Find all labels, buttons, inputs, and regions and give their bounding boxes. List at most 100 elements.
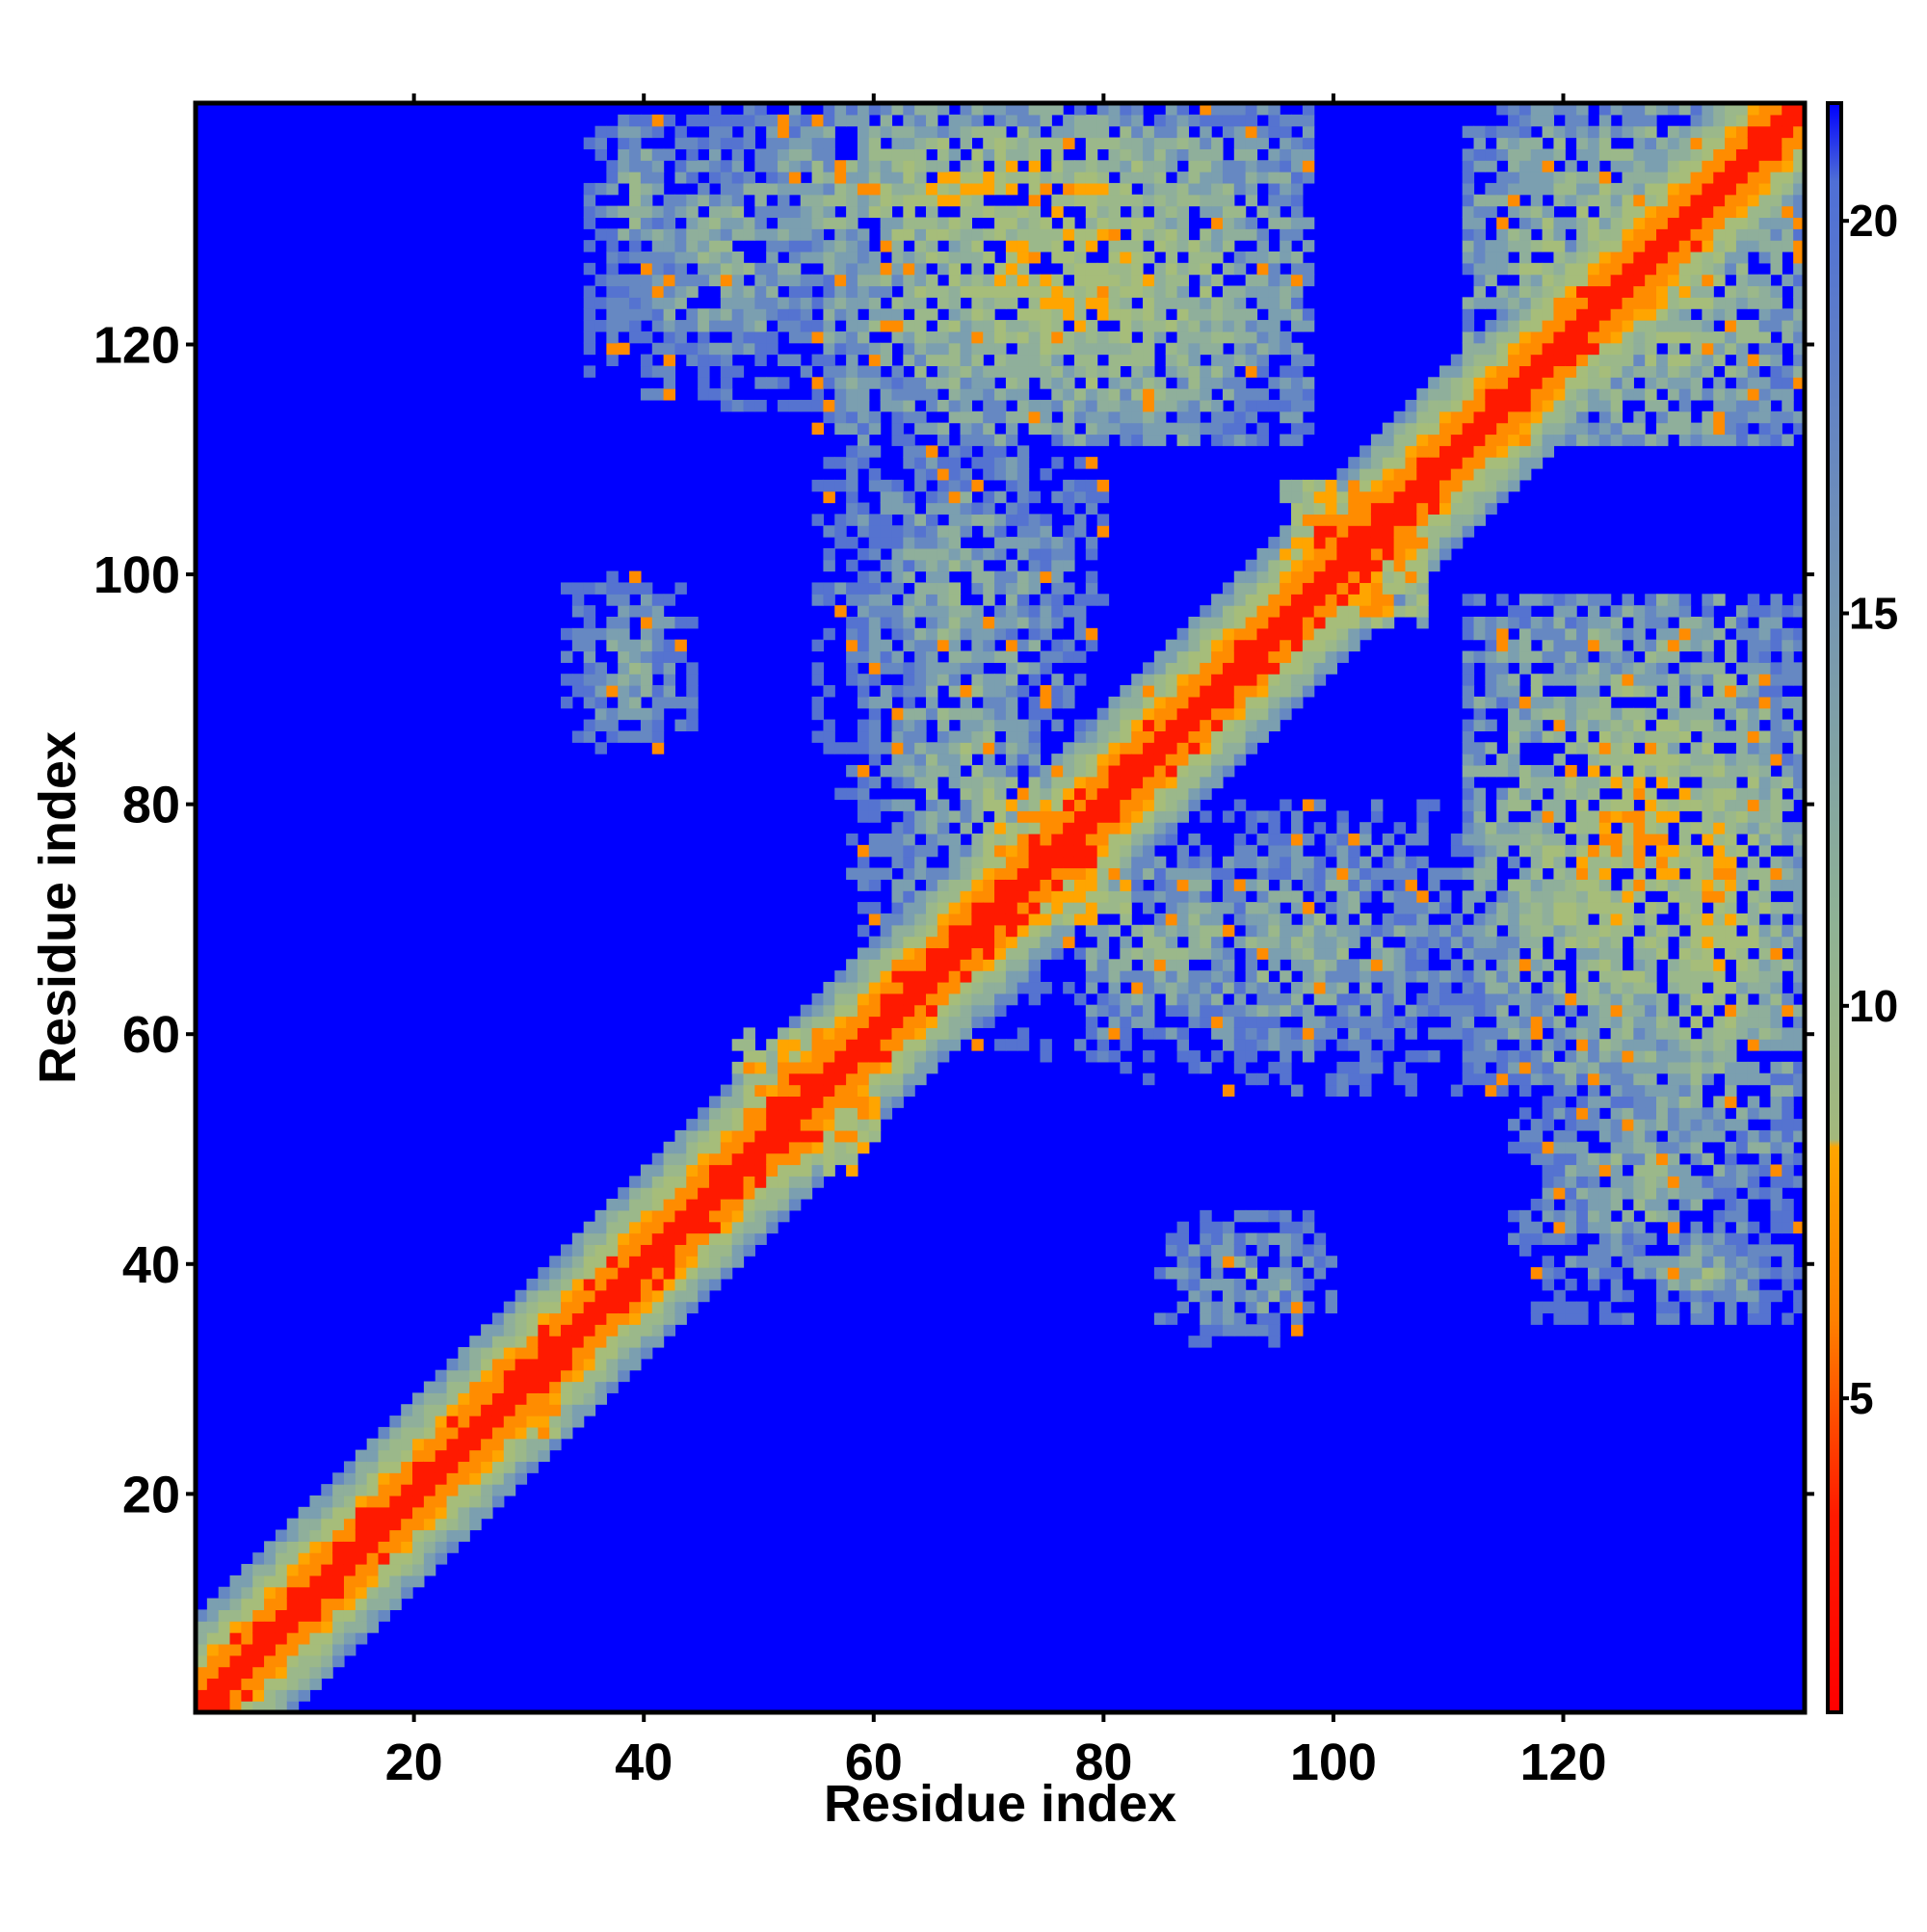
heatmap-cell — [686, 1187, 699, 1200]
heatmap-cell — [1462, 125, 1475, 139]
heatmap-cell — [1143, 867, 1155, 880]
heatmap-cell — [971, 331, 984, 344]
heatmap-cell — [823, 525, 835, 538]
heatmap-cell — [1085, 582, 1098, 595]
heatmap-cell — [1268, 1004, 1280, 1018]
heatmap-cell — [1153, 787, 1167, 801]
heatmap-cell — [1200, 970, 1212, 983]
heatmap-cell — [1085, 342, 1098, 356]
heatmap-cell — [1473, 799, 1486, 811]
heatmap-cell — [606, 1336, 619, 1348]
heatmap-cell — [743, 342, 755, 356]
heatmap-cell — [1176, 856, 1190, 869]
heatmap-cell — [926, 1004, 938, 1018]
heatmap-cell — [1096, 490, 1110, 504]
heatmap-cell — [1462, 172, 1475, 184]
heatmap-cell — [766, 331, 779, 344]
heatmap-cell — [1485, 262, 1497, 276]
heatmap-cell — [926, 103, 938, 116]
heatmap-cell — [743, 285, 755, 298]
heatmap-cell — [880, 764, 893, 778]
heatmap-cell — [1268, 867, 1280, 880]
heatmap-cell — [868, 992, 882, 1006]
heatmap-cell — [1143, 125, 1155, 139]
heatmap-cell — [891, 707, 904, 721]
heatmap-cell — [1200, 137, 1212, 149]
heatmap-cell — [1016, 514, 1030, 526]
heatmap-cell — [1073, 251, 1087, 264]
heatmap-cell — [800, 1039, 813, 1051]
heatmap-cell — [1245, 172, 1258, 184]
heatmap-cell — [481, 1438, 493, 1451]
heatmap-cell — [1462, 365, 1475, 378]
heatmap-cell — [731, 297, 745, 309]
heatmap-cell — [640, 627, 653, 641]
heatmap-cell — [1085, 240, 1098, 252]
heatmap-cell — [1040, 285, 1052, 298]
heatmap-cell — [1416, 970, 1429, 983]
heatmap-cell — [1211, 194, 1224, 207]
heatmap-cell — [1063, 844, 1075, 858]
heatmap-cell — [1393, 514, 1407, 526]
heatmap-cell — [389, 1416, 402, 1428]
heatmap-cell — [1405, 570, 1417, 584]
heatmap-cell — [1370, 547, 1384, 561]
heatmap-cell — [286, 1552, 300, 1565]
heatmap-cell — [1428, 981, 1440, 994]
heatmap-cell — [1131, 114, 1144, 127]
heatmap-cell — [571, 1289, 585, 1303]
heatmap-cell — [1051, 890, 1064, 903]
heatmap-cell — [1256, 1278, 1269, 1291]
heatmap-cell — [1200, 754, 1212, 766]
heatmap-cell — [218, 1654, 231, 1668]
heatmap-cell — [1188, 970, 1201, 983]
heatmap-cell — [891, 547, 904, 561]
heatmap-cell — [948, 1004, 962, 1018]
heatmap-cell — [743, 114, 755, 127]
heatmap-cell — [778, 354, 790, 367]
heatmap-cell — [1485, 1050, 1497, 1063]
heatmap-cell — [1188, 707, 1201, 721]
heatmap-cell — [629, 172, 642, 184]
heatmap-cell — [868, 308, 882, 321]
heatmap-cell — [766, 125, 779, 139]
heatmap-cell — [1256, 810, 1269, 823]
heatmap-cell — [309, 1643, 322, 1656]
heatmap-cell — [1200, 787, 1212, 801]
heatmap-cell — [1245, 605, 1258, 618]
heatmap-cell — [754, 1164, 767, 1177]
heatmap-cell — [1348, 457, 1360, 469]
heatmap-cell — [1040, 696, 1052, 709]
heatmap-cell — [1280, 1232, 1292, 1245]
heatmap-cell — [766, 240, 779, 252]
heatmap-cell — [481, 1461, 493, 1473]
heatmap-cell — [1336, 902, 1349, 914]
heatmap-cell — [834, 103, 847, 116]
heatmap-cell — [275, 1575, 288, 1588]
heatmap-cell — [686, 674, 699, 686]
heatmap-cell — [1040, 525, 1052, 538]
heatmap-cell — [983, 148, 995, 161]
heatmap-cell — [1280, 685, 1292, 698]
heatmap-cell — [857, 377, 870, 389]
heatmap-cell — [1405, 422, 1417, 436]
heatmap-cell — [823, 1027, 835, 1040]
heatmap-cell — [674, 1256, 687, 1268]
heatmap-cell — [1200, 262, 1212, 276]
heatmap-cell — [891, 137, 904, 149]
heatmap-cell — [778, 1119, 790, 1131]
heatmap-cell — [469, 1472, 482, 1485]
heatmap-cell — [549, 1256, 562, 1268]
heatmap-cell — [1016, 262, 1030, 276]
heatmap-cell — [914, 410, 927, 424]
heatmap-cell — [1485, 662, 1497, 675]
heatmap-cell — [1496, 377, 1509, 389]
heatmap-cell — [1302, 627, 1315, 641]
heatmap-cell — [1325, 924, 1337, 938]
heatmap-cell — [1073, 627, 1087, 641]
heatmap-cell — [708, 251, 722, 264]
heatmap-cell — [1359, 457, 1372, 469]
heatmap-cell — [994, 125, 1007, 139]
heatmap-cell — [948, 867, 962, 880]
heatmap-cell — [868, 959, 882, 971]
